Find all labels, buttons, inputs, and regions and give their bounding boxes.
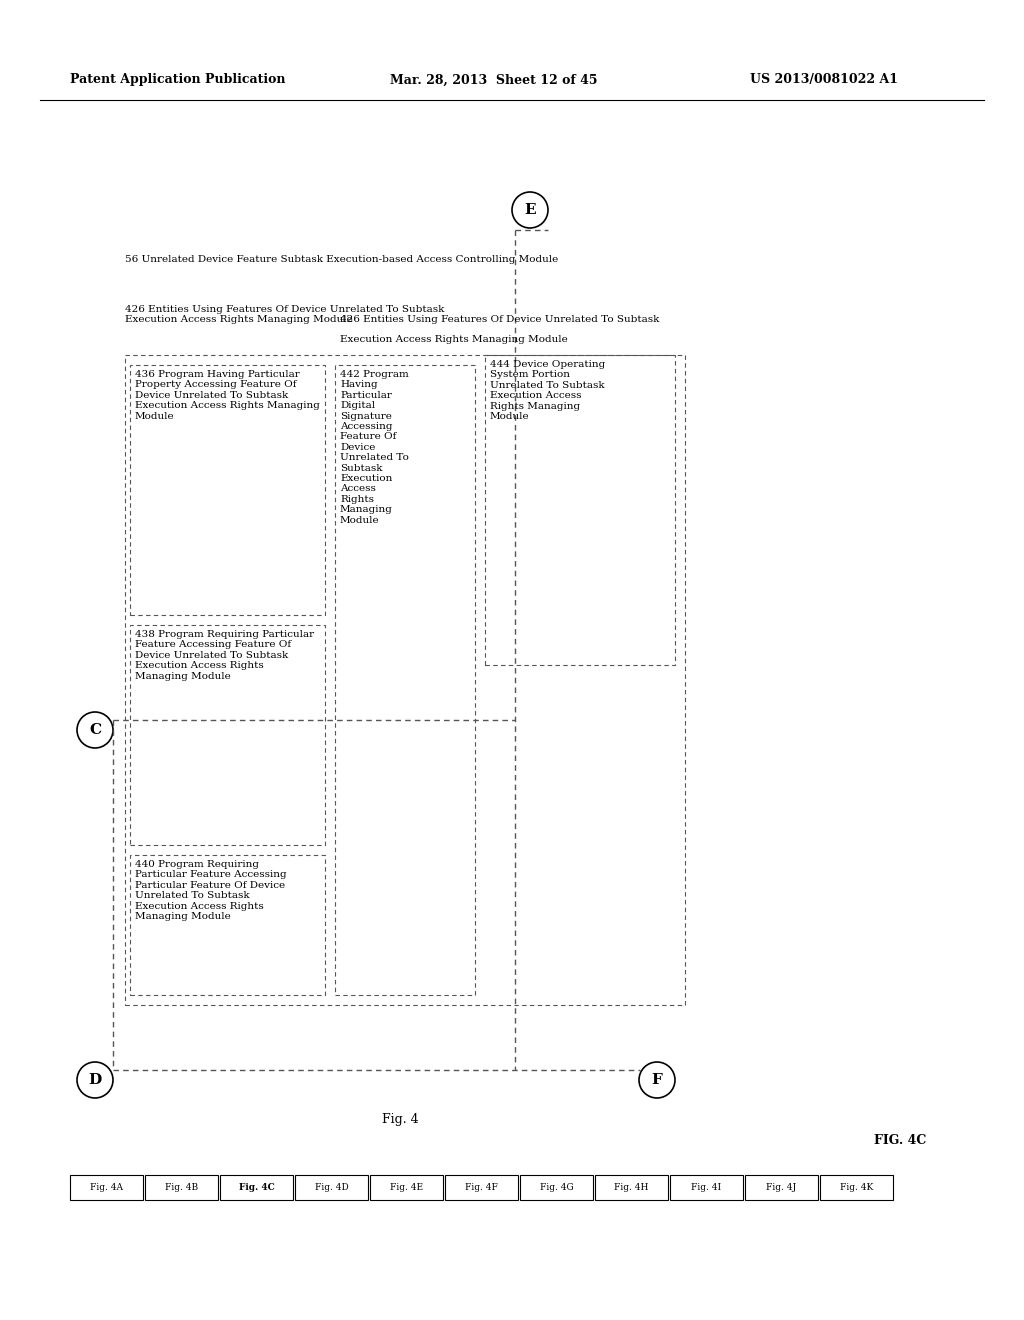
Text: D: D [88, 1073, 101, 1086]
Text: Execution Access Rights Managing Module: Execution Access Rights Managing Module [340, 335, 567, 345]
Text: Fig. 4A: Fig. 4A [90, 1183, 123, 1192]
Text: 426 Entities Using Features Of Device Unrelated To Subtask
Execution Access Righ: 426 Entities Using Features Of Device Un… [125, 305, 444, 325]
Text: 56 Unrelated Device Feature Subtask Execution-based Access Controlling Module: 56 Unrelated Device Feature Subtask Exec… [125, 256, 558, 264]
Text: Fig. 4K: Fig. 4K [840, 1183, 873, 1192]
Text: E: E [524, 203, 536, 216]
Text: Fig. 4E: Fig. 4E [390, 1183, 423, 1192]
Text: Fig. 4C: Fig. 4C [239, 1183, 274, 1192]
Text: Fig. 4F: Fig. 4F [465, 1183, 498, 1192]
Text: Fig. 4I: Fig. 4I [691, 1183, 722, 1192]
Text: Fig. 4J: Fig. 4J [766, 1183, 797, 1192]
Text: 440 Program Requiring
Particular Feature Accessing
Particular Feature Of Device
: 440 Program Requiring Particular Feature… [135, 861, 287, 921]
Text: C: C [89, 723, 101, 737]
Text: F: F [651, 1073, 663, 1086]
Text: 444 Device Operating
System Portion
Unrelated To Subtask
Execution Access
Rights: 444 Device Operating System Portion Unre… [490, 360, 605, 421]
Text: Fig. 4B: Fig. 4B [165, 1183, 198, 1192]
Text: Fig. 4H: Fig. 4H [614, 1183, 648, 1192]
Text: 438 Program Requiring Particular
Feature Accessing Feature Of
Device Unrelated T: 438 Program Requiring Particular Feature… [135, 630, 314, 681]
Text: Mar. 28, 2013  Sheet 12 of 45: Mar. 28, 2013 Sheet 12 of 45 [390, 74, 597, 87]
Text: Fig. 4D: Fig. 4D [314, 1183, 348, 1192]
Text: 436 Program Having Particular
Property Accessing Feature Of
Device Unrelated To : 436 Program Having Particular Property A… [135, 370, 319, 421]
Text: 442 Program
Having
Particular
Digital
Signature
Accessing
Feature Of
Device
Unre: 442 Program Having Particular Digital Si… [340, 370, 409, 524]
Text: 426 Entities Using Features Of Device Unrelated To Subtask: 426 Entities Using Features Of Device Un… [340, 315, 659, 325]
Text: Fig. 4G: Fig. 4G [540, 1183, 573, 1192]
Text: US 2013/0081022 A1: US 2013/0081022 A1 [750, 74, 898, 87]
Text: FIG. 4C: FIG. 4C [873, 1134, 926, 1147]
Text: Fig. 4: Fig. 4 [382, 1114, 419, 1126]
Text: Patent Application Publication: Patent Application Publication [70, 74, 286, 87]
